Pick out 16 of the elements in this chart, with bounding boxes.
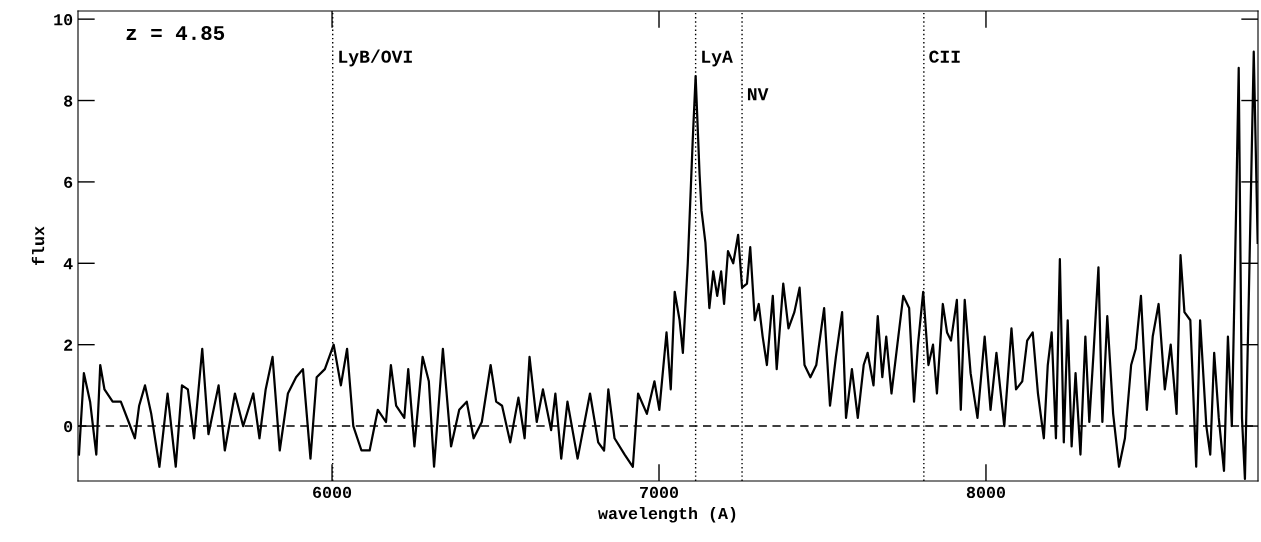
x-tick-label: 8000 [966,486,1006,499]
y-tick-label: 10 [54,14,73,26]
x-tick-label: 6000 [313,486,352,499]
ref-line-label: CII [929,50,960,63]
y-tick-label: 0 [64,420,73,433]
y-tick-label: 6 [64,176,73,189]
ref-line-label: LyA [702,50,733,67]
x-axis-title: wavelength (A) [598,506,736,523]
annotation: z = 4.85 [126,25,225,41]
y-tick-label: 2 [64,339,73,351]
x-tick-label: 7000 [640,486,679,499]
y-axis-title: flux [31,226,45,266]
ref-line-label: LyB/OVI [339,49,412,67]
y-tick-label: 4 [63,258,73,270]
y-tick-label: 8 [64,95,73,107]
ref-line-label: NV [747,88,769,101]
